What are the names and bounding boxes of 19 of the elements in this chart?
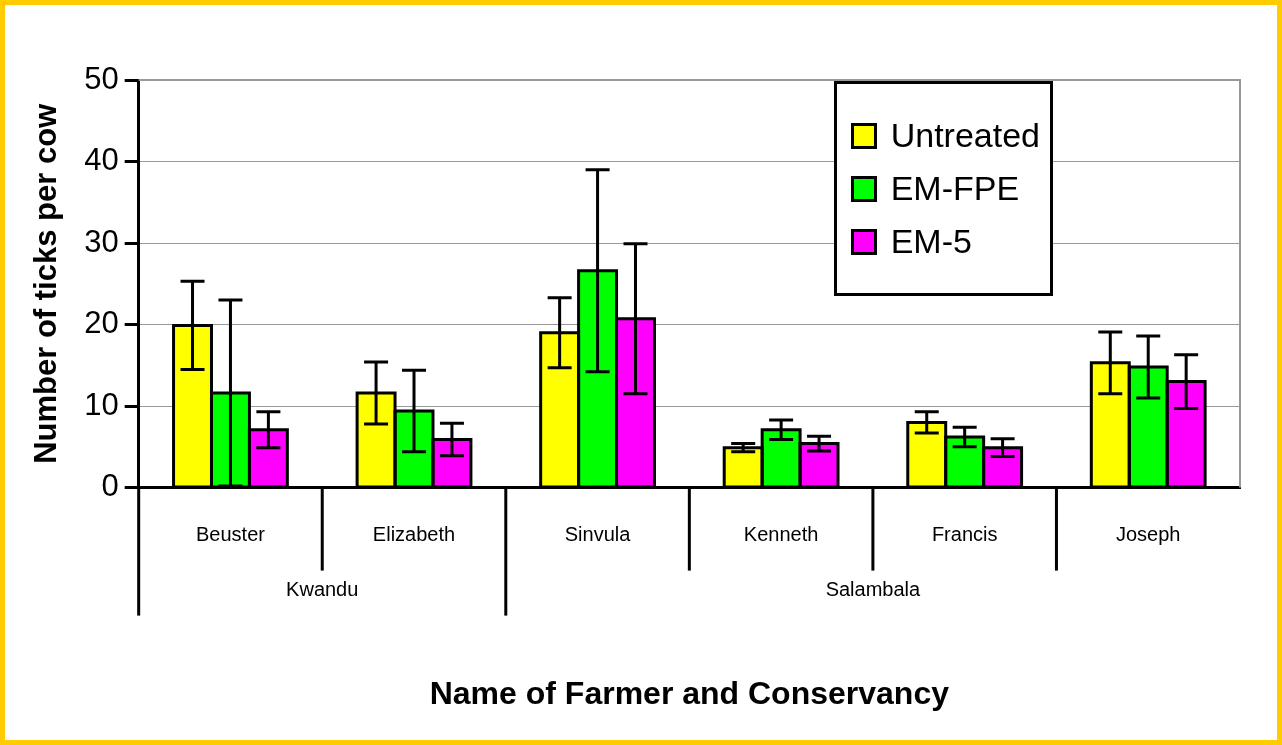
x-tick-label: Francis <box>931 523 998 546</box>
y-tick-label: 20 <box>84 305 119 341</box>
legend-label: Untreated <box>890 116 1040 155</box>
y-tick-label: 40 <box>84 142 119 178</box>
legend-label: EM-FPE <box>890 169 1020 208</box>
x-axis-title: Name of Farmer and Conservancy <box>429 674 950 711</box>
y-tick-label: 10 <box>84 386 119 422</box>
x-tick-label: Sinvula <box>564 523 632 546</box>
x-tick-label: Elizabeth <box>372 523 456 546</box>
x-tick-label: Kenneth <box>743 523 819 546</box>
text: Salambala <box>825 578 922 601</box>
y-tick-label: 0 <box>101 468 119 504</box>
x-tick-label: Joseph <box>1115 523 1181 546</box>
text: Kwandu <box>286 578 359 601</box>
y-axis-title: Number of ticks per cow <box>28 102 64 464</box>
y-tick-label: 30 <box>84 223 119 259</box>
x-tick-label: Beuster <box>195 523 266 546</box>
legend-label: EM-5 <box>890 222 972 261</box>
y-tick-label: 50 <box>84 60 119 96</box>
